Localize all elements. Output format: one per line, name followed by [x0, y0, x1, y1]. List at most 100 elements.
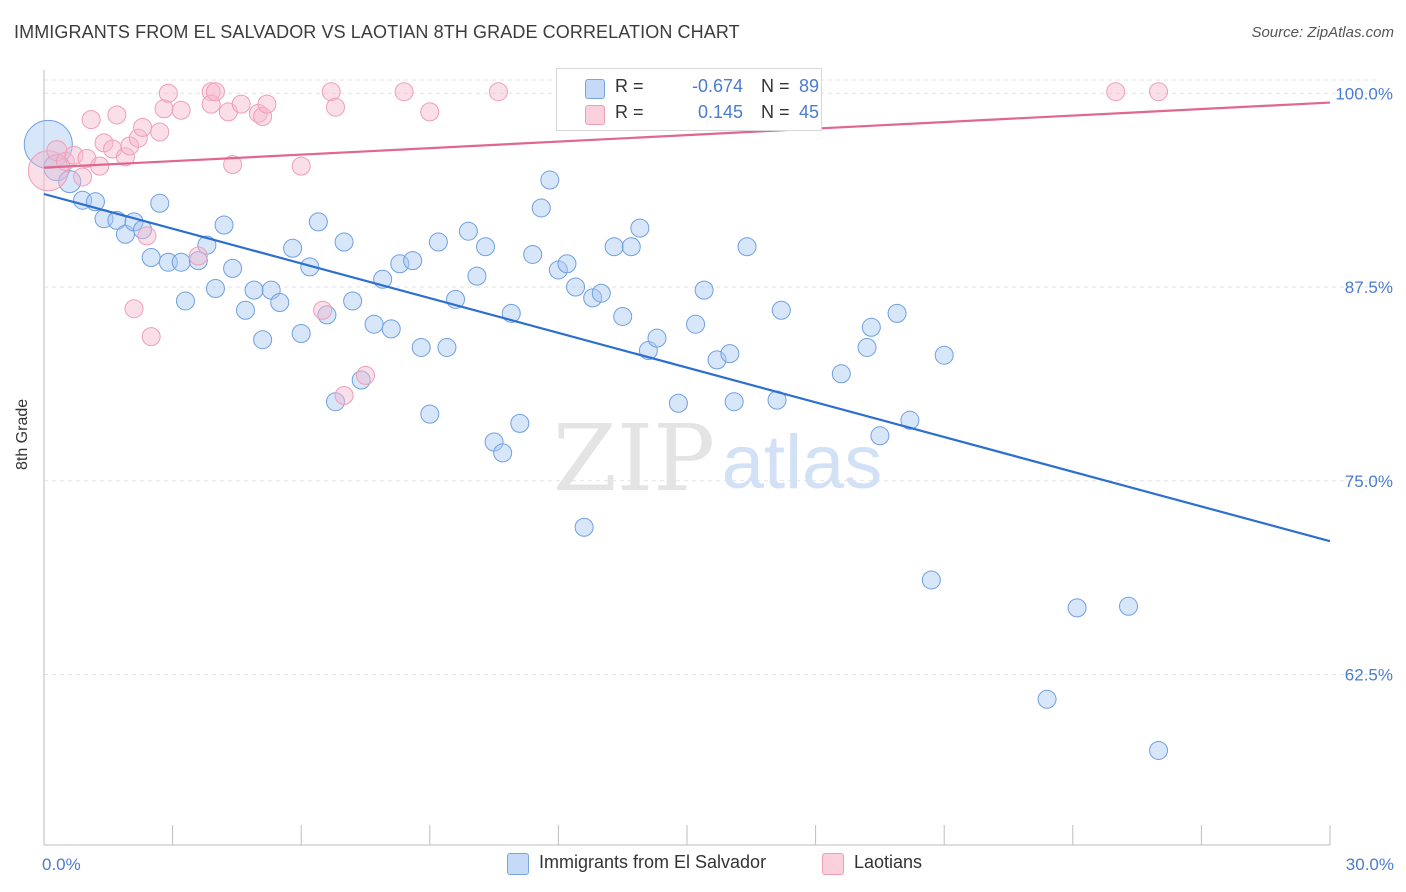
y-tick-label: 75.0%: [1345, 472, 1393, 491]
correlation-legend: R = -0.674 N = 89 R = 0.145 N = 45: [556, 68, 822, 131]
point-el-salvador: [364, 314, 384, 334]
point-laotians: [253, 107, 273, 126]
y-tick-label: 100.0%: [1335, 84, 1393, 103]
point-el-salvador: [150, 193, 170, 213]
point-el-salvador: [467, 266, 487, 286]
point-el-salvador: [566, 277, 586, 297]
point-laotians: [1106, 82, 1126, 102]
series-legend: Immigrants from El Salvador Laotians: [0, 852, 1406, 876]
point-laotians: [394, 82, 414, 102]
legend-label: Laotians: [854, 852, 923, 872]
point-laotians: [124, 299, 144, 319]
y-tick-label: 87.5%: [1345, 278, 1393, 297]
point-el-salvador: [244, 280, 264, 300]
point-el-salvador: [1037, 689, 1057, 709]
point-laotians: [201, 94, 221, 114]
point-el-salvador: [921, 570, 941, 590]
point-laotians: [188, 246, 208, 266]
point-el-salvador: [1067, 598, 1087, 618]
point-el-salvador: [540, 170, 560, 190]
point-laotians: [128, 128, 148, 148]
point-el-salvador: [523, 244, 543, 264]
point-el-salvador: [591, 283, 611, 303]
legend-label: Immigrants from El Salvador: [539, 852, 767, 872]
point-el-salvador: [403, 251, 423, 271]
watermark-zip: ZIP: [553, 405, 715, 512]
trend-line-laotians: [43, 101, 1331, 169]
point-laotians: [291, 156, 311, 176]
point-el-salvador: [390, 254, 410, 274]
point-laotians: [158, 83, 178, 103]
point-laotians: [171, 100, 191, 120]
point-el-salvador: [771, 300, 791, 320]
point-el-salvador: [630, 218, 650, 238]
point-laotians: [154, 99, 174, 119]
point-el-salvador: [668, 393, 688, 413]
point-el-salvador: [58, 170, 82, 194]
legend-r-value: 0.145: [697, 102, 743, 122]
point-laotians: [488, 82, 508, 102]
legend-swatch-pink: [822, 853, 844, 875]
tick-labels: 62.5% 75.0% 87.5% 100.0% 0.0% 30.0%: [42, 84, 1394, 874]
point-el-salvador: [531, 198, 551, 218]
point-el-salvador: [493, 443, 513, 463]
watermark-atlas: atlas: [722, 420, 883, 505]
point-laotians: [107, 105, 127, 125]
point-el-salvador: [857, 337, 877, 357]
point-el-salvador: [253, 330, 273, 350]
point-el-salvador: [411, 337, 431, 357]
point-laotians: [420, 102, 440, 122]
point-el-salvador: [621, 237, 641, 257]
point-laotians: [356, 365, 375, 385]
gridlines: [44, 79, 1380, 675]
point-laotians: [334, 386, 354, 405]
point-el-salvador: [334, 232, 354, 252]
point-el-salvador: [343, 291, 363, 311]
point-laotians: [141, 327, 161, 347]
trend-lines: [43, 101, 1331, 543]
point-el-salvador: [1119, 596, 1139, 616]
legend-swatch-pink: [585, 105, 605, 125]
legend-n-label: N =: [761, 102, 790, 122]
point-el-salvador: [694, 280, 714, 300]
point-laotians: [64, 145, 84, 165]
point-el-salvador: [870, 426, 890, 446]
point-laotians: [1149, 82, 1169, 102]
point-laotians: [257, 94, 277, 114]
point-el-salvador: [270, 293, 290, 312]
point-el-salvador: [604, 237, 624, 257]
point-laotians: [150, 122, 170, 142]
point-el-salvador: [737, 237, 757, 257]
point-el-salvador: [887, 303, 907, 323]
chart-source: Source: ZipAtlas.com: [1251, 24, 1394, 41]
point-el-salvador: [458, 221, 478, 241]
point-laotians: [321, 82, 341, 102]
point-el-salvador: [613, 306, 633, 326]
y-tick-label: 62.5%: [1345, 666, 1393, 685]
point-el-salvador: [720, 344, 740, 364]
point-el-salvador: [291, 324, 311, 343]
point-el-salvador: [861, 317, 881, 337]
chart-title: IMMIGRANTS FROM EL SALVADOR VS LAOTIAN 8…: [14, 22, 740, 42]
point-el-salvador: [510, 413, 530, 433]
point-el-salvador: [235, 300, 255, 320]
point-el-salvador: [420, 404, 440, 424]
legend-n-label: N =: [761, 76, 790, 96]
point-el-salvador: [574, 517, 594, 537]
point-laotians: [73, 167, 93, 187]
point-laotians: [137, 226, 157, 246]
point-el-salvador: [381, 319, 401, 339]
x-tick-label: 30.0%: [1346, 855, 1394, 874]
watermark: ZIP atlas: [553, 405, 882, 512]
legend-n-value: 89: [799, 76, 820, 96]
point-el-salvador: [934, 345, 954, 365]
legend-r-label: R =: [615, 76, 644, 96]
legend-swatch-blue: [585, 79, 605, 99]
point-el-salvador: [437, 337, 457, 357]
point-el-salvador: [724, 392, 744, 412]
legend-r-value: -0.674: [691, 76, 743, 96]
point-el-salvador: [1149, 740, 1169, 760]
point-el-salvador: [171, 252, 191, 272]
axes: [43, 70, 1331, 846]
